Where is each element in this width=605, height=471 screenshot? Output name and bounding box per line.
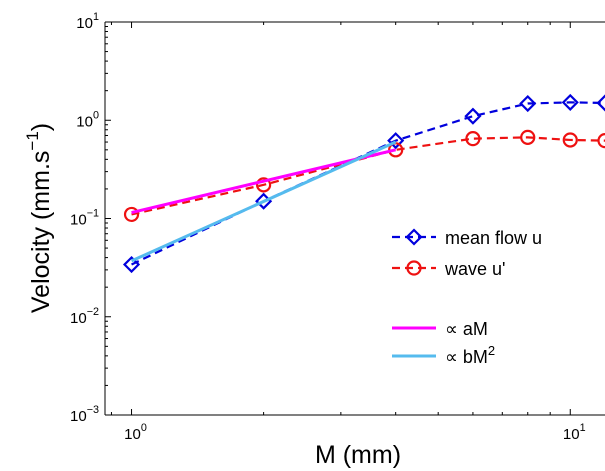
y-tick-label-exponent: −3: [87, 404, 99, 416]
y-axis-label-main: Velocity (mm.s: [27, 151, 55, 314]
legend-label-0: mean flow u: [445, 228, 542, 248]
series-line-1: [131, 136, 605, 216]
legend-marker-0: [405, 228, 423, 246]
y-tick-label: 10−1: [70, 208, 99, 229]
y-tick-label-base: 10: [76, 15, 93, 32]
legend-label-2: ∝ aM: [445, 319, 488, 339]
series-0-point: [387, 132, 405, 150]
y-tick-label-base: 10: [70, 408, 87, 425]
y-tick-label-base: 10: [76, 113, 93, 130]
x-tick-label-exponent: 1: [580, 422, 586, 434]
x-tick-label-exponent: 0: [141, 422, 147, 434]
series-0-point: [596, 94, 605, 112]
y-axis-label-exponent: −1: [23, 131, 42, 150]
y-tick-label: 10−3: [70, 404, 99, 425]
plot-area: [122, 93, 605, 274]
x-tick-label-base: 10: [563, 426, 580, 443]
series-1-point: [465, 131, 481, 147]
x-tick-label: 100: [124, 422, 147, 443]
y-tick-label-exponent: 1: [93, 11, 99, 23]
y-tick-label-base: 10: [70, 212, 87, 229]
legend: mean flow u wave u' ∝ aM ∝ bM2: [392, 228, 542, 367]
series-1-point: [597, 133, 605, 149]
y-tick-label: 10−2: [70, 306, 99, 327]
axes: [104, 21, 605, 416]
y-tick-label: 100: [76, 109, 99, 130]
y-tick-label: 101: [76, 11, 99, 32]
series-0-point: [519, 94, 537, 113]
legend-label-text: mean flow u: [445, 228, 542, 248]
legend-label-exponent: 2: [488, 343, 495, 358]
x-axis-label: M (mm): [315, 441, 401, 469]
series-1-point: [256, 177, 272, 193]
legend-marker-1: [406, 260, 422, 276]
series-1-point: [520, 129, 536, 145]
series-1-point: [562, 132, 578, 148]
series-0-point: [464, 107, 482, 125]
series-line-3: [130, 140, 397, 263]
legend-label-text: ∝ bM: [445, 347, 488, 367]
y-tick-label-exponent: −1: [87, 208, 99, 220]
series-0-point: [122, 255, 141, 274]
x-tick-label: 101: [563, 422, 586, 443]
legend-label-text: ∝ aM: [445, 319, 488, 339]
y-axis-label-close: ): [27, 123, 55, 131]
y-tick-label-exponent: −2: [87, 306, 99, 318]
y-axis-label: Velocity (mm.s−1): [23, 123, 55, 313]
legend-label-3: ∝ bM2: [445, 343, 495, 367]
legend-label-1: wave u': [444, 259, 505, 279]
x-tick-label-base: 10: [124, 426, 141, 443]
y-tick-label-exponent: 0: [93, 109, 99, 121]
series-1-point: [123, 206, 140, 223]
series-0-point: [561, 93, 579, 111]
y-tick-label-base: 10: [70, 310, 87, 327]
legend-label-text: wave u': [444, 259, 505, 279]
